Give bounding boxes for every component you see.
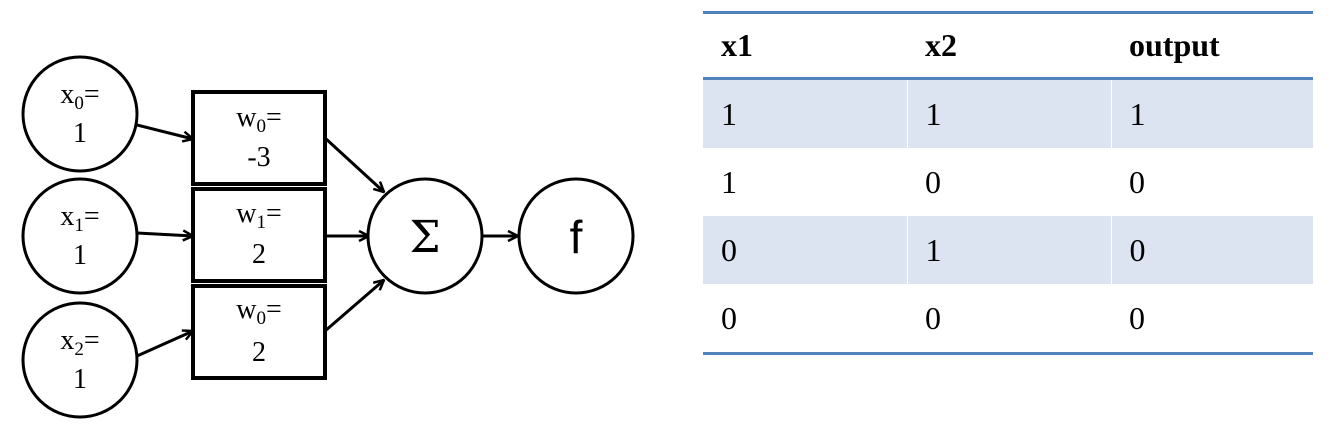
arrow-input-2-to-weight-2 — [136, 331, 193, 358]
table-cell: 0 — [925, 299, 941, 336]
svg-text:1: 1 — [73, 118, 87, 149]
svg-text:w1=: w1= — [236, 198, 282, 233]
perceptron-diagram: x0= 1 x1= 1 x2= 1 w0= -3 w1= 2 w0= — [21, 55, 635, 419]
input-node-2: x2= 1 — [21, 301, 139, 419]
svg-text:-3: -3 — [247, 142, 270, 173]
weight-box-2: w0= 2 — [191, 284, 327, 380]
table-row: 0 0 0 — [703, 284, 1313, 354]
table-cell: 1 — [1110, 78, 1313, 148]
arrow-weight-0-to-sum — [323, 136, 384, 192]
table-cell: 0 — [1129, 299, 1145, 336]
summation-node: Σ — [366, 177, 484, 295]
arrow-input-1-to-weight-1 — [136, 233, 193, 236]
arrow-weight-2-to-sum — [324, 280, 384, 333]
column-header-output: output — [1111, 12, 1313, 80]
svg-text:2: 2 — [252, 337, 266, 368]
table-header-row: x1 x2 output — [703, 12, 1313, 80]
input-node-0: x0= 1 — [21, 55, 139, 173]
weight-box-0: w0= -3 — [191, 90, 327, 186]
weight-box-1: w1= 2 — [191, 187, 327, 283]
activation-function-symbol: f — [570, 211, 583, 263]
svg-text:2: 2 — [252, 239, 266, 270]
truth-table: x1 x2 output 1 1 1 1 0 0 0 1 0 0 0 0 — [703, 11, 1313, 355]
arrow-input-0-to-weight-0 — [136, 123, 193, 139]
table-row: 0 1 0 — [703, 216, 1313, 284]
sigma-symbol: Σ — [409, 212, 440, 263]
table-row: 1 0 0 — [703, 148, 1313, 216]
svg-text:x1=: x1= — [60, 201, 99, 236]
column-header-x1: x1 — [703, 12, 907, 80]
table-cell: 0 — [1129, 163, 1145, 200]
table-cell: 1 — [906, 78, 1111, 148]
input-node-1: x1= 1 — [21, 177, 139, 295]
table-cell: 1 — [721, 163, 737, 200]
svg-text:x0=: x0= — [60, 79, 99, 114]
table-row: 1 1 1 — [703, 78, 1313, 148]
svg-text:1: 1 — [73, 364, 87, 395]
table-cell: 1 — [703, 78, 907, 148]
activation-node: f — [517, 177, 635, 295]
table-cell: 0 — [925, 163, 941, 200]
svg-text:1: 1 — [73, 240, 87, 271]
table-cell: 0 — [721, 299, 737, 336]
table-cell: 0 — [1110, 216, 1313, 284]
column-header-x2: x2 — [907, 12, 1111, 80]
table-cell: 1 — [906, 216, 1111, 284]
svg-text:x2=: x2= — [60, 325, 99, 360]
table-cell: 0 — [703, 216, 907, 284]
svg-text:w0=: w0= — [236, 294, 282, 329]
svg-text:w0=: w0= — [236, 102, 282, 137]
